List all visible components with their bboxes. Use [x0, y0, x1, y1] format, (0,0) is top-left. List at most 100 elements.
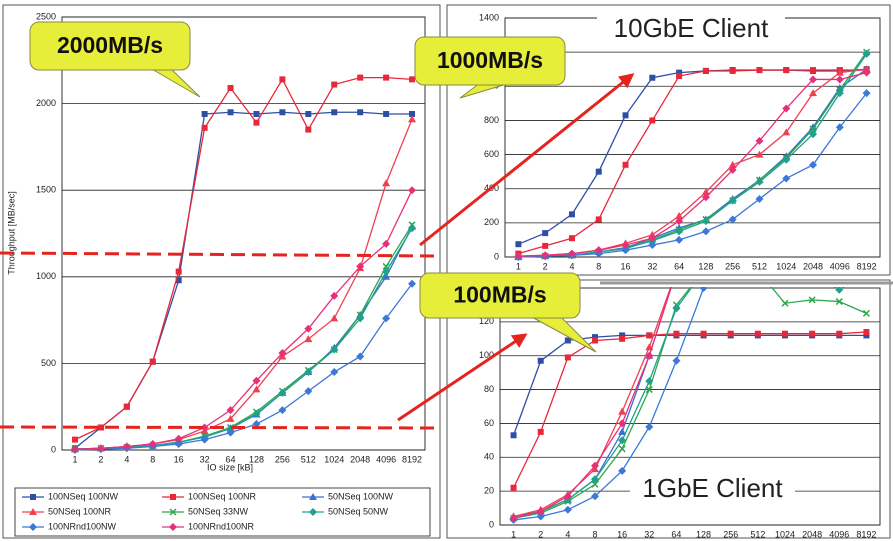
- marker: [253, 120, 259, 126]
- callout-seam: [531, 314, 559, 317]
- callout-seam: [481, 81, 509, 84]
- legend-label: 100NSeq 100NR: [188, 491, 257, 501]
- marker: [596, 216, 602, 222]
- marker: [623, 162, 629, 168]
- marker: [538, 429, 544, 435]
- marker: [809, 331, 815, 337]
- x-tick-label: 2: [543, 261, 548, 271]
- marker: [649, 117, 655, 123]
- marker: [72, 437, 78, 443]
- marker: [228, 109, 234, 115]
- marker: [569, 235, 575, 241]
- y-tick-label: 1400: [479, 12, 499, 22]
- marker: [357, 109, 363, 115]
- marker: [836, 331, 842, 337]
- marker: [755, 331, 761, 337]
- chart-title: 1GbE Client: [642, 473, 783, 503]
- y-tick-label: 2000: [36, 98, 56, 108]
- x-tick-label: 8: [592, 529, 597, 539]
- marker: [676, 73, 682, 79]
- marker: [756, 67, 762, 73]
- x-tick-label: 512: [301, 454, 316, 464]
- y-tick-label: 500: [41, 358, 56, 368]
- x-tick-label: 256: [275, 454, 290, 464]
- x-tick-label: 8192: [402, 454, 422, 464]
- x-axis-label: IO size [kB]: [207, 462, 253, 472]
- marker: [701, 331, 707, 337]
- x-tick-label: 2048: [803, 261, 823, 271]
- marker: [202, 111, 208, 117]
- x-tick-label: 16: [174, 454, 184, 464]
- marker: [331, 82, 337, 88]
- y-tick-label: 2500: [36, 11, 56, 21]
- x-tick-label: 1: [516, 261, 521, 271]
- y-tick-label: 1500: [36, 185, 56, 195]
- annotation: 100MB/s: [453, 282, 546, 308]
- x-tick-label: 4: [569, 261, 574, 271]
- marker: [646, 332, 652, 338]
- x-tick-label: 16: [621, 261, 631, 271]
- marker: [649, 75, 655, 81]
- x-tick-label: 4096: [376, 454, 396, 464]
- y-tick-label: 20: [484, 486, 494, 496]
- x-tick-label: 1024: [775, 529, 795, 539]
- marker: [279, 76, 285, 82]
- marker: [542, 230, 548, 236]
- marker: [542, 243, 548, 249]
- x-tick-label: 8192: [857, 261, 877, 271]
- x-tick-label: 2: [98, 454, 103, 464]
- x-tick-label: 2048: [802, 529, 822, 539]
- y-tick-label: 600: [484, 149, 499, 159]
- marker: [511, 485, 517, 491]
- marker: [357, 75, 363, 81]
- marker: [623, 112, 629, 118]
- marker: [596, 169, 602, 175]
- chart-title: 10GbE Client: [614, 13, 769, 43]
- x-tick-label: 2048: [350, 454, 370, 464]
- legend: 100NSeq 100NW100NSeq 100NR50NSeq 100NW50…: [15, 488, 430, 536]
- x-tick-label: 4096: [830, 261, 850, 271]
- marker: [565, 337, 571, 343]
- marker: [783, 67, 789, 73]
- y-tick-label: 80: [484, 384, 494, 394]
- x-tick-label: 512: [750, 529, 765, 539]
- marker: [703, 68, 709, 74]
- legend-label: 50NSeq 100NR: [48, 506, 112, 516]
- marker: [150, 359, 156, 365]
- x-tick-label: 2: [538, 529, 543, 539]
- x-tick-label: 32: [644, 529, 654, 539]
- marker: [253, 111, 259, 117]
- marker: [228, 85, 234, 91]
- y-tick-label: 60: [484, 418, 494, 428]
- marker: [592, 337, 598, 343]
- legend-marker: [30, 494, 36, 500]
- marker: [305, 111, 311, 117]
- x-tick-label: 512: [752, 261, 767, 271]
- legend-label: 100NRnd100NW: [48, 521, 117, 531]
- marker: [331, 109, 337, 115]
- x-tick-label: 64: [671, 529, 681, 539]
- y-tick-label: 0: [494, 251, 499, 261]
- marker: [863, 329, 869, 335]
- x-tick-label: 128: [698, 261, 713, 271]
- marker: [673, 331, 679, 337]
- legend-label: 50NSeq 50NW: [328, 506, 389, 516]
- marker: [619, 336, 625, 342]
- x-tick-label: 1: [511, 529, 516, 539]
- legend-label: 100NSeq 100NW: [48, 491, 119, 501]
- x-tick-label: 8: [596, 261, 601, 271]
- marker: [409, 76, 415, 82]
- x-tick-label: 1024: [324, 454, 344, 464]
- marker: [124, 404, 130, 410]
- x-tick-label: 8192: [856, 529, 876, 539]
- x-tick-label: 128: [696, 529, 711, 539]
- legend-label: 50NSeq 33NW: [188, 506, 249, 516]
- marker: [810, 67, 816, 73]
- marker: [538, 358, 544, 364]
- x-tick-label: 256: [723, 529, 738, 539]
- y-tick-label: 200: [484, 217, 499, 227]
- x-tick-label: 1024: [776, 261, 796, 271]
- marker: [565, 354, 571, 360]
- x-tick-label: 8: [150, 454, 155, 464]
- legend-label: 100NRnd100NR: [188, 521, 255, 531]
